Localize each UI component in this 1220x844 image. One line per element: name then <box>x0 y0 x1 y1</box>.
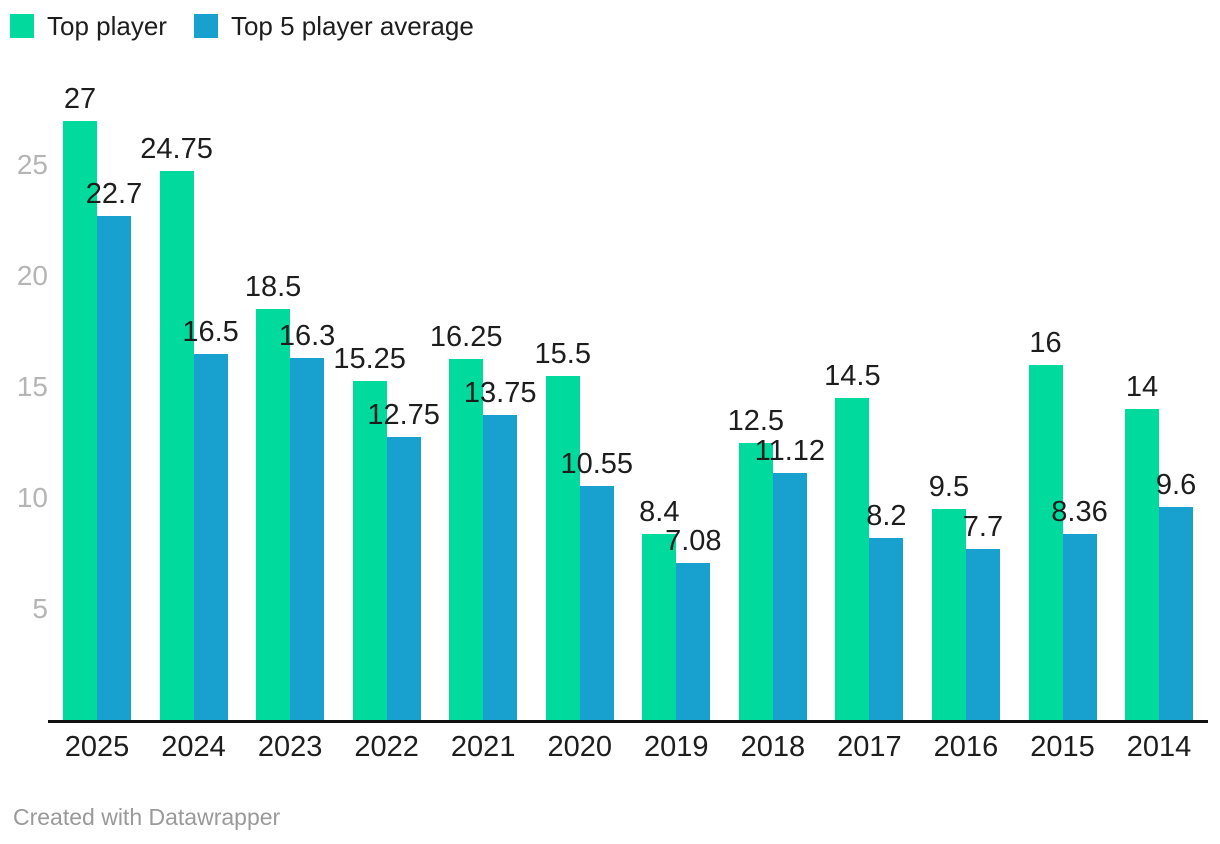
legend-item-top-5-player-average: Top 5 player average <box>193 11 474 41</box>
bar-top-5-player-average-2019 <box>676 562 711 720</box>
value-label-top-player-2024: 24.75 <box>140 132 213 165</box>
legend-label: Top player <box>47 11 167 41</box>
bar-top-5-player-average-2025 <box>97 216 131 720</box>
value-label-top-player-2021: 16.25 <box>429 321 503 354</box>
bar-top-5-player-average-2024 <box>193 353 228 720</box>
bar-top-5-player-average-2022 <box>386 436 421 720</box>
value-label-top-player-2018: 12.5 <box>727 404 785 437</box>
x-axis-label-2024: 2024 <box>161 731 226 763</box>
value-label-top-player-2019: 8.4 <box>639 495 680 528</box>
bar-top-player-2021 <box>449 359 484 720</box>
bar-top-5-player-average-2018 <box>772 473 807 720</box>
value-label-top-5-player-average-2024: 16.5 <box>182 315 239 348</box>
value-label-top-5-player-average-2019: 7.08 <box>665 524 722 557</box>
value-label-top-5-player-average-2014: 9.6 <box>1155 468 1197 501</box>
x-axis-label-2014: 2014 <box>1126 731 1192 763</box>
legend-label: Top 5 player average <box>230 11 474 41</box>
x-axis-label-2025: 2025 <box>64 731 130 763</box>
x-axis-label-2020: 2020 <box>547 731 613 763</box>
value-label-top-player-2025: 27 <box>63 82 97 115</box>
attribution: Created with Datawrapper <box>13 804 280 831</box>
value-label-top-5-player-average-2020: 10.55 <box>560 447 634 480</box>
bar-top-player-2019 <box>642 533 677 720</box>
x-axis-label-2015: 2015 <box>1030 731 1095 763</box>
bar-top-player-2020 <box>545 375 580 720</box>
value-label-top-5-player-average-2017: 8.2 <box>866 499 907 532</box>
value-label-top-5-player-average-2022: 12.75 <box>367 398 440 431</box>
value-label-top-player-2023: 18.5 <box>244 271 302 304</box>
bar-top-5-player-average-2023 <box>290 358 325 720</box>
bar-top-5-player-average-2017 <box>869 537 904 720</box>
bar-top-player-2018 <box>738 442 773 720</box>
bar-chart-plot: 5 10 15 20 25 27 22.7 2025 24.75 16.5 2024 18.5 16.3… <box>16 82 1208 763</box>
value-label-top-5-player-average-2018: 11.12 <box>754 435 826 468</box>
bar-top-5-player-average-2021 <box>483 414 518 720</box>
bar-top-5-player-average-2016 <box>965 549 1000 720</box>
bar-top-5-player-average-2015 <box>1062 534 1097 720</box>
bar-top-player-2022 <box>352 381 387 720</box>
bar-top-player-2015 <box>1028 364 1063 720</box>
y-axis-tick-label: 20 <box>16 260 48 291</box>
x-axis-baseline <box>48 720 1208 723</box>
legend-item-top-player: Top player <box>10 13 167 39</box>
bar-top-player-2025 <box>63 120 97 720</box>
legend-swatch-blue <box>193 14 218 38</box>
bar-top-player-2014 <box>1125 409 1160 720</box>
legend-swatch-green <box>10 14 34 38</box>
bar-top-player-2024 <box>159 170 194 720</box>
y-axis-tick-label: 10 <box>16 482 48 513</box>
x-axis-label-2023: 2023 <box>257 731 323 763</box>
value-label-top-5-player-average-2025: 22.7 <box>85 178 143 211</box>
value-label-top-5-player-average-2016: 7.7 <box>962 511 1004 544</box>
attribution-text: Created with Datawrapper <box>13 804 281 830</box>
bar-top-5-player-average-2014 <box>1159 506 1194 720</box>
legend: Top player Top 5 player average <box>10 13 474 39</box>
value-label-top-5-player-average-2015: 8.36 <box>1051 496 1108 529</box>
y-axis-tick-label: 25 <box>16 149 48 180</box>
value-label-top-player-2020: 15.5 <box>534 337 591 370</box>
bar-top-player-2016 <box>931 509 966 720</box>
x-axis-label-2017: 2017 <box>837 731 902 763</box>
y-axis-tick-label: 15 <box>16 371 48 402</box>
x-axis-label-2021: 2021 <box>450 731 516 763</box>
bar-top-5-player-average-2020 <box>579 485 614 720</box>
value-label-top-5-player-average-2021: 13.75 <box>463 376 537 409</box>
value-label-top-player-2016: 9.5 <box>928 471 970 504</box>
x-axis-label-2016: 2016 <box>933 731 999 763</box>
x-axis-label-2018: 2018 <box>740 731 806 763</box>
value-label-top-5-player-average-2023: 16.3 <box>278 320 336 353</box>
x-axis-label-2019: 2019 <box>644 731 709 763</box>
value-label-top-player-2022: 15.25 <box>333 343 406 376</box>
value-label-top-player-2017: 14.5 <box>824 360 881 393</box>
y-axis-tick-label: 5 <box>32 593 48 624</box>
value-label-top-player-2014: 14 <box>1125 371 1159 404</box>
x-axis-label-2022: 2022 <box>354 731 419 763</box>
bar-top-player-2017 <box>835 398 870 720</box>
bar-top-player-2023 <box>256 309 291 720</box>
value-label-top-player-2015: 16 <box>1029 326 1062 359</box>
